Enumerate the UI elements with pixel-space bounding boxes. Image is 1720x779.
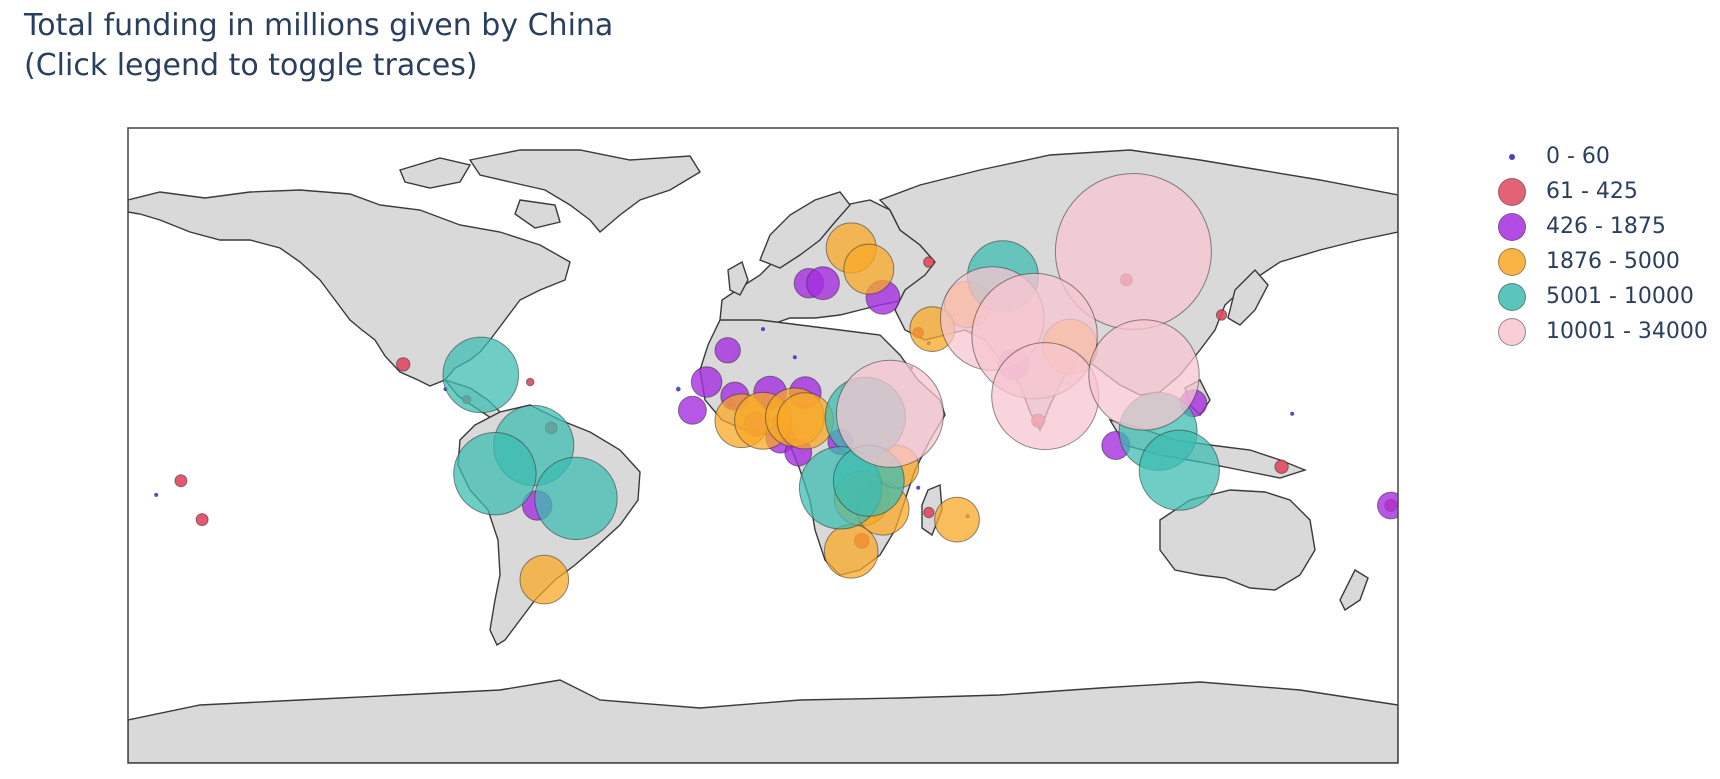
land-australia	[1159, 489, 1316, 591]
data-bubble[interactable]	[1274, 459, 1289, 474]
land-antarctica	[128, 679, 1398, 763]
data-bubble[interactable]	[934, 496, 980, 543]
legend-item-0-60[interactable]: 0 - 60	[1490, 140, 1710, 175]
data-bubble[interactable]	[690, 366, 723, 398]
data-bubble[interactable]	[1290, 411, 1295, 416]
data-bubble[interactable]	[154, 492, 159, 497]
chart-title-line-2: (Click legend to toggle traces)	[24, 48, 478, 83]
chart-title-line-1: Total funding in millions given by China	[24, 8, 614, 43]
land-new-zealand	[1339, 569, 1369, 612]
legend-item-61-425[interactable]: 61 - 425	[1490, 175, 1710, 210]
legend: 0 - 60 61 - 425 426 - 1875 1876 - 5000 5…	[1490, 140, 1710, 350]
data-bubble[interactable]	[823, 524, 879, 579]
legend-label: 0 - 60	[1546, 144, 1610, 169]
data-bubble[interactable]	[792, 355, 797, 360]
data-bubble[interactable]	[923, 256, 935, 268]
legend-item-5001-10000[interactable]: 5001 - 10000	[1490, 280, 1710, 315]
data-bubble[interactable]	[174, 474, 188, 488]
legend-label: 61 - 425	[1546, 179, 1638, 204]
data-bubble[interactable]	[806, 266, 840, 301]
legend-label: 426 - 1875	[1546, 214, 1666, 239]
legend-marker	[1498, 213, 1526, 241]
land-scandinavia	[759, 191, 851, 269]
bubble-layer	[154, 173, 1405, 605]
legend-marker	[1498, 283, 1526, 311]
data-bubble[interactable]	[991, 342, 1100, 451]
legend-marker	[1498, 248, 1526, 276]
legend-label: 5001 - 10000	[1546, 284, 1694, 309]
data-bubble[interactable]	[843, 243, 895, 295]
data-bubble[interactable]	[453, 432, 537, 516]
bubble-series-10001-34000	[836, 173, 1212, 468]
data-bubble[interactable]	[534, 456, 618, 541]
data-bubble[interactable]	[195, 513, 209, 527]
legend-marker	[1509, 154, 1515, 160]
data-bubble[interactable]	[442, 336, 520, 414]
legend-label: 1876 - 5000	[1546, 249, 1680, 274]
bubble-series-5001-10000	[442, 240, 1220, 541]
data-bubble[interactable]	[1088, 319, 1200, 431]
legend-item-1876-5000[interactable]: 1876 - 5000	[1490, 245, 1710, 280]
data-bubble[interactable]	[916, 485, 921, 490]
map-frame	[127, 127, 1399, 764]
land-greenland	[468, 149, 701, 233]
data-bubble[interactable]	[714, 337, 741, 364]
data-bubble[interactable]	[519, 554, 570, 605]
data-bubble[interactable]	[676, 386, 681, 392]
data-bubble[interactable]	[1215, 309, 1228, 321]
legend-marker	[1498, 318, 1526, 346]
legend-marker	[1498, 178, 1526, 206]
data-bubble[interactable]	[1138, 429, 1220, 511]
chart-title: Total funding in millions given by China…	[24, 6, 613, 86]
data-bubble[interactable]	[677, 395, 707, 425]
data-bubble[interactable]	[836, 359, 944, 468]
land-uk	[727, 260, 749, 296]
land-japan	[1227, 268, 1269, 326]
legend-label: 10001 - 34000	[1546, 319, 1708, 344]
data-bubble[interactable]	[396, 357, 411, 372]
data-bubble[interactable]	[923, 506, 935, 519]
data-bubble[interactable]	[525, 377, 535, 387]
data-bubble[interactable]	[1377, 491, 1405, 520]
data-bubble[interactable]	[761, 327, 765, 332]
legend-item-10001-34000[interactable]: 10001 - 34000	[1490, 315, 1710, 350]
legend-item-426-1875[interactable]: 426 - 1875	[1490, 210, 1710, 245]
land-arctic-islands	[399, 157, 561, 229]
